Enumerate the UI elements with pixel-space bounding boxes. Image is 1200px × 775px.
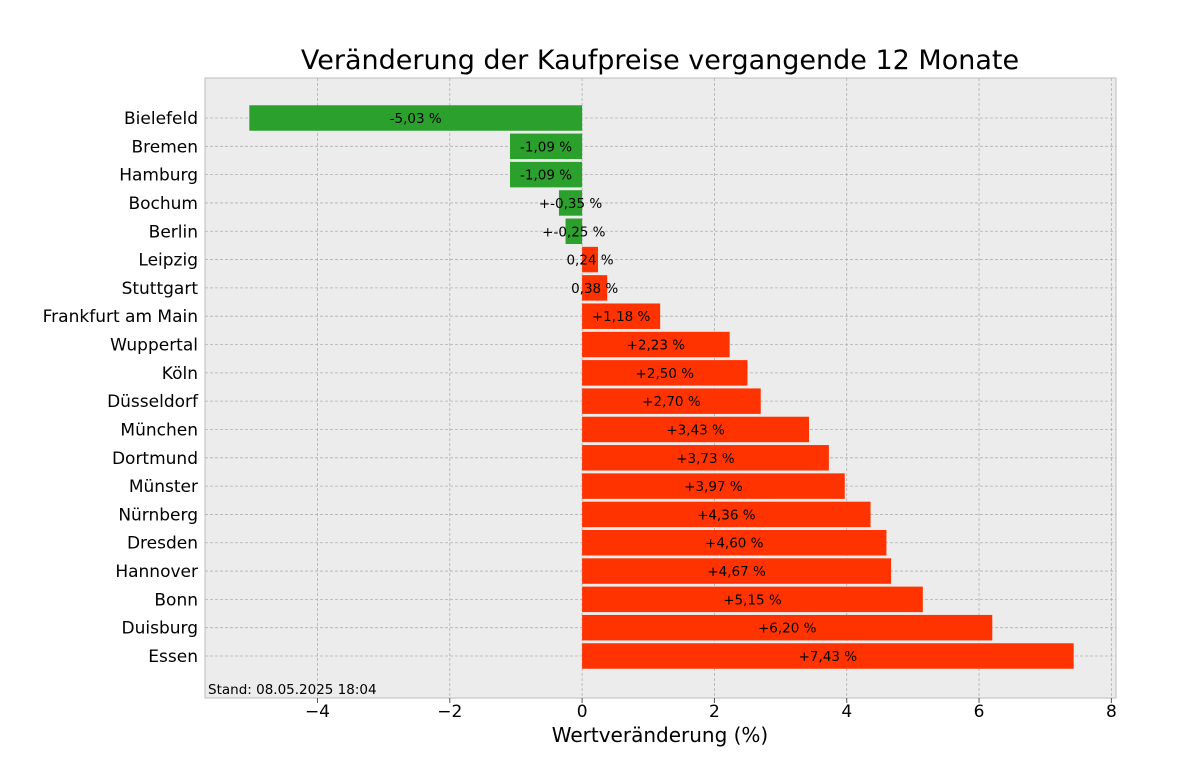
category-label: Hannover [115,562,198,582]
data-label: +-0,25 % [542,224,606,240]
x-axis-ticks: −4 −2 0 2 4 6 8 [305,698,1117,722]
data-label: 0,24 % [566,253,613,269]
bar [509,161,583,188]
bar [582,331,730,358]
x-tick-label: 4 [841,702,852,722]
category-label: München [120,420,198,440]
x-axis-label: Wertveränderung (%) [552,723,769,747]
bar [582,586,923,613]
x-tick-label: 0 [577,702,588,722]
category-label: Bremen [131,137,198,157]
data-label: +3,97 % [684,479,743,495]
data-labels: -5,03 % -1,09 % -1,09 % +-0,35 % +-0,25 % 0,2… [390,111,858,665]
category-label: Münster [129,477,198,497]
category-label: Düsseldorf [107,392,199,412]
category-label: Dresden [127,534,198,554]
data-label: +5,15 % [723,592,782,608]
category-label: Berlin [149,222,198,242]
x-tick-label: 2 [709,702,720,722]
category-label: Leipzig [138,251,198,271]
footnote: Stand: 08.05.2025 18:04 [208,682,377,698]
bar [249,105,583,131]
category-label: Wuppertal [110,336,198,356]
data-label: +1,18 % [592,309,651,325]
data-label: +4,60 % [705,536,764,552]
category-labels: Bielefeld Bremen Hamburg Bochum Berlin Leipzi… [43,109,199,667]
data-label: +3,43 % [666,422,725,438]
category-label: Dortmund [112,449,198,469]
bar [582,473,845,499]
x-tick-label: −2 [437,702,462,722]
category-label: Hamburg [119,166,198,186]
data-label: +3,73 % [676,451,735,467]
data-label: +-0,35 % [539,196,603,212]
bar [582,445,829,471]
bar [582,501,871,528]
bar [509,133,583,160]
bar [582,416,810,443]
bar [582,529,887,556]
bar [582,558,892,584]
data-label: +4,67 % [707,564,766,580]
bar [582,246,598,273]
data-label: +2,23 % [627,338,686,354]
x-tick-label: 6 [974,702,985,722]
x-tick-label: −4 [305,702,330,722]
category-label: Frankfurt am Main [43,307,198,327]
data-label: +2,50 % [636,366,695,382]
category-label: Essen [148,647,198,667]
bar [582,303,661,329]
bar [582,643,1074,669]
bar [582,360,748,386]
x-tick-label: 8 [1106,702,1117,722]
chart-title: Veränderung der Kaufpreise vergangende 1… [301,45,1019,76]
category-label: Stuttgart [122,279,199,299]
data-label: -5,03 % [390,111,442,127]
data-label: -1,09 % [520,168,572,184]
category-label: Bonn [154,590,198,610]
bars [249,105,1074,669]
data-label: 0,38 % [571,281,618,297]
data-label: +7,43 % [799,649,858,665]
category-label: Bielefeld [124,109,198,129]
bar [582,275,608,301]
bar [582,614,993,641]
bar [558,190,583,216]
category-label: Nürnberg [118,505,198,525]
data-label: +6,20 % [758,621,817,637]
data-label: +2,70 % [642,394,701,410]
bar [582,388,761,414]
category-label: Bochum [128,194,198,214]
bar [565,218,583,245]
data-label: -1,09 % [520,139,572,155]
data-label: +4,36 % [697,507,756,523]
category-label: Duisburg [122,619,199,639]
category-label: Köln [162,364,198,384]
